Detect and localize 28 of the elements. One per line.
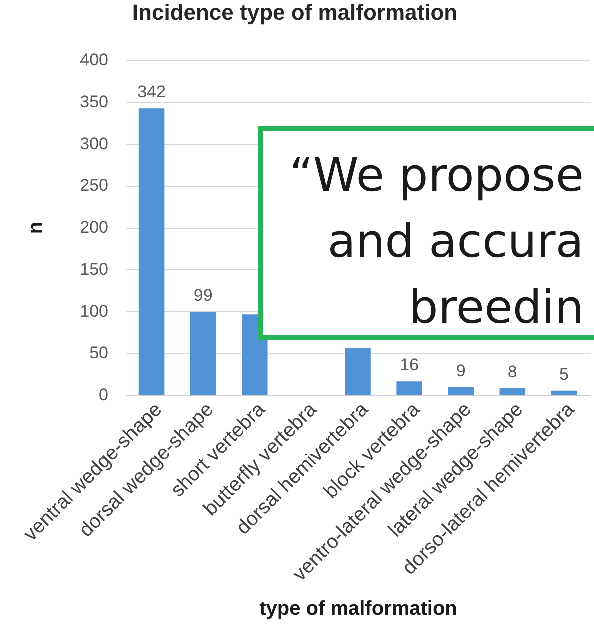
data-label: 5: [559, 364, 569, 384]
y-tick-label: 250: [80, 176, 108, 196]
bar: [500, 388, 526, 395]
y-tick-label: 400: [80, 50, 108, 70]
bar: [190, 312, 216, 395]
annotation: “We propose: [290, 148, 584, 202]
bar: [138, 108, 165, 395]
annotation: and accura: [328, 214, 584, 268]
data-label: 16: [400, 356, 420, 375]
data-label: 342: [138, 82, 166, 102]
data-label: 8: [508, 362, 518, 382]
bar: [448, 387, 474, 395]
y-tick-label: 100: [80, 302, 108, 321]
annotation: breedin: [409, 280, 584, 334]
bar: [345, 348, 371, 395]
x-axis-title: type of malformation: [260, 598, 458, 620]
chart-title: Incidence type of malformation: [132, 0, 458, 25]
bar: [551, 390, 578, 395]
data-label: 99: [194, 286, 213, 306]
data-label: 9: [456, 361, 466, 380]
y-tick-label: 50: [90, 344, 108, 363]
y-tick-label: 150: [80, 260, 108, 279]
y-tick-label: 350: [80, 92, 108, 112]
y-tick-label: 200: [80, 218, 108, 237]
bar: [396, 382, 422, 395]
y-tick-label: 0: [99, 386, 108, 404]
y-axis-title: n: [25, 222, 48, 234]
y-tick-label: 300: [80, 134, 108, 154]
